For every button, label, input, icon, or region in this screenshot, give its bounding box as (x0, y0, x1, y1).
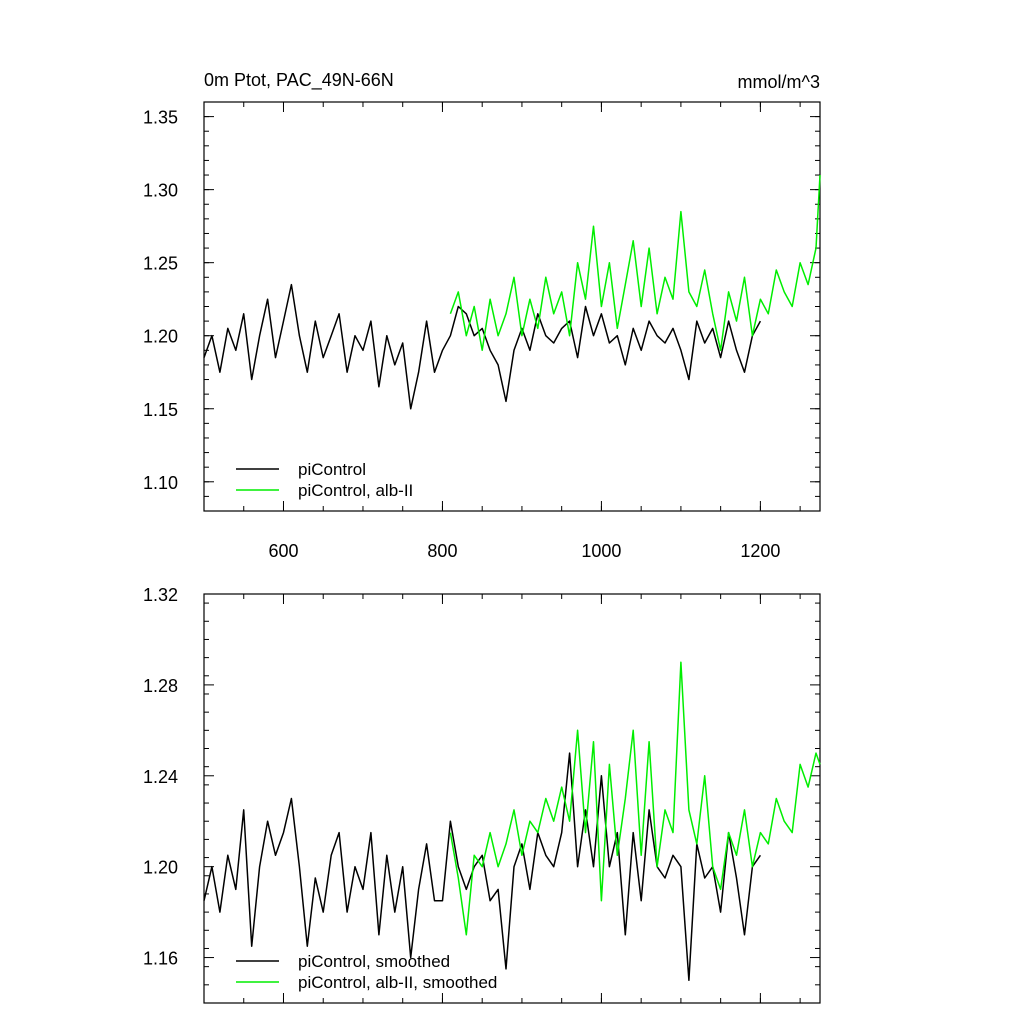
chart-title: 0m Ptot, PAC_49N-66N (204, 70, 394, 91)
y-tick-label: 1.16 (143, 949, 178, 969)
bottom-series-lines (203, 661, 821, 982)
y-tick-label: 1.35 (143, 108, 178, 128)
chart-units: mmol/m^3 (738, 72, 820, 92)
legend-label-picontrol-smoothed: piControl, smoothed (298, 952, 450, 971)
top-legend: piControl piControl, alb-II (236, 460, 413, 500)
series-line-picontrol-alb-ii (449, 661, 821, 936)
bottom-axis-ticks: 1.16 1.20 1.24 1.28 1.32 (143, 585, 820, 1004)
x-tick-label: 800 (427, 541, 457, 561)
y-tick-label: 1.10 (143, 473, 178, 493)
x-tick-label: 1000 (581, 541, 621, 561)
legend-label-picontrol: piControl (298, 460, 366, 479)
y-tick-label: 1.32 (143, 585, 178, 605)
bottom-panel: 1.16 1.20 1.24 1.28 1.32 piControl, smoothed… (143, 585, 821, 1004)
y-tick-label: 1.28 (143, 676, 178, 696)
bottom-plot-frame (203, 593, 821, 1004)
y-tick-label: 1.30 (143, 181, 178, 201)
legend-label-picontrol-alb-ii-smoothed: piControl, alb-II, smoothed (298, 973, 497, 992)
y-tick-label: 1.15 (143, 400, 178, 420)
y-tick-label: 1.20 (143, 858, 178, 878)
series-line-picontrol-alb-ii (449, 174, 821, 352)
x-tick-label: 1200 (740, 541, 780, 561)
top-axis-ticks: 1.10 1.15 1.20 1.25 1.30 1.35 600 800 1000 1200 (143, 101, 820, 561)
y-tick-label: 1.24 (143, 767, 178, 787)
y-tick-label: 1.20 (143, 327, 178, 347)
series-line-picontrol (203, 752, 762, 982)
bottom-legend: piControl, smoothed piControl, alb-II, s… (236, 952, 497, 992)
top-series-lines (203, 174, 821, 410)
y-tick-label: 1.25 (143, 254, 178, 274)
top-plot-frame (203, 101, 821, 512)
top-panel: 0m Ptot, PAC_49N-66N mmol/m^3 1.101.151.… (143, 70, 821, 561)
series-line-picontrol (203, 283, 762, 410)
legend-label-picontrol-alb-ii: piControl, alb-II (298, 481, 413, 500)
x-tick-label: 600 (268, 541, 298, 561)
